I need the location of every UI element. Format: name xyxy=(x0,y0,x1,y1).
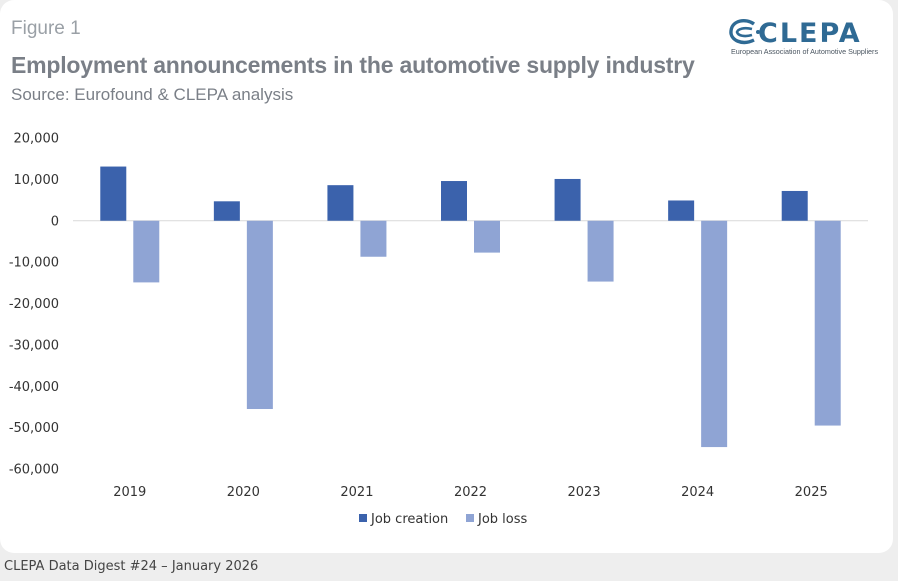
bar-job-loss-2020 xyxy=(246,220,273,410)
y-tick-label: -30,000 xyxy=(9,338,59,353)
legend-swatch-job-loss xyxy=(466,514,474,522)
bar-job-creation-2024 xyxy=(668,200,695,221)
bar-job-loss-2024 xyxy=(701,220,728,448)
bar-job-creation-2020 xyxy=(213,201,240,221)
clepa-logo: CLEPA European Association of Automotive… xyxy=(728,16,878,60)
bar-job-loss-2023 xyxy=(587,220,614,282)
x-tick-label: 2023 xyxy=(568,485,601,500)
y-tick-label: 10,000 xyxy=(14,173,60,188)
clepa-logo-mark-icon xyxy=(729,18,760,45)
chart-subtitle: Source: Eurofound & CLEPA analysis xyxy=(11,85,294,104)
footer-text: CLEPA Data Digest #24 – January 2026 xyxy=(4,559,259,574)
y-tick-label: 0 xyxy=(51,214,59,229)
figure-card: Figure 1 Employment announcements in the… xyxy=(0,0,893,553)
bar-job-loss-2021 xyxy=(360,220,387,257)
bar-chart: 20,000 10,000 0 -10,000 -20,000 -30,000 -40,00… xyxy=(9,132,868,527)
bar-job-creation-2025 xyxy=(781,190,808,221)
logo-subtitle: European Association of Automotive Suppl… xyxy=(731,47,879,56)
x-tick-label: 2025 xyxy=(795,485,828,500)
legend-label-job-creation: Job creation xyxy=(370,512,448,527)
bar-job-creation-2022 xyxy=(441,181,467,221)
x-tick-label: 2024 xyxy=(681,485,714,500)
legend-label-job-loss: Job loss xyxy=(477,512,528,527)
y-tick-label: -40,000 xyxy=(9,380,59,395)
x-tick-label: 2022 xyxy=(454,485,487,500)
legend-swatch-job-creation xyxy=(359,514,367,522)
x-tick-label: 2020 xyxy=(227,485,260,500)
x-tick-label: 2019 xyxy=(113,485,146,500)
bar-job-creation-2019 xyxy=(100,166,127,221)
chart-title: Employment announcements in the automoti… xyxy=(11,52,695,78)
y-tick-label: -10,000 xyxy=(9,256,59,271)
logo-wordmark: CLEPA xyxy=(758,18,862,49)
bar-job-loss-2019 xyxy=(133,220,160,283)
bar-job-creation-2021 xyxy=(327,185,354,221)
bar-job-creation-2023 xyxy=(554,178,581,221)
y-tick-label: -60,000 xyxy=(9,463,59,478)
bar-job-loss-2025 xyxy=(814,220,841,426)
x-tick-label: 2021 xyxy=(340,485,373,500)
y-tick-label: -20,000 xyxy=(9,297,59,312)
y-tick-label: 20,000 xyxy=(14,132,60,147)
figure-label: Figure 1 xyxy=(11,18,81,39)
y-tick-label: -50,000 xyxy=(9,421,59,436)
bar-job-loss-2022 xyxy=(474,220,500,253)
